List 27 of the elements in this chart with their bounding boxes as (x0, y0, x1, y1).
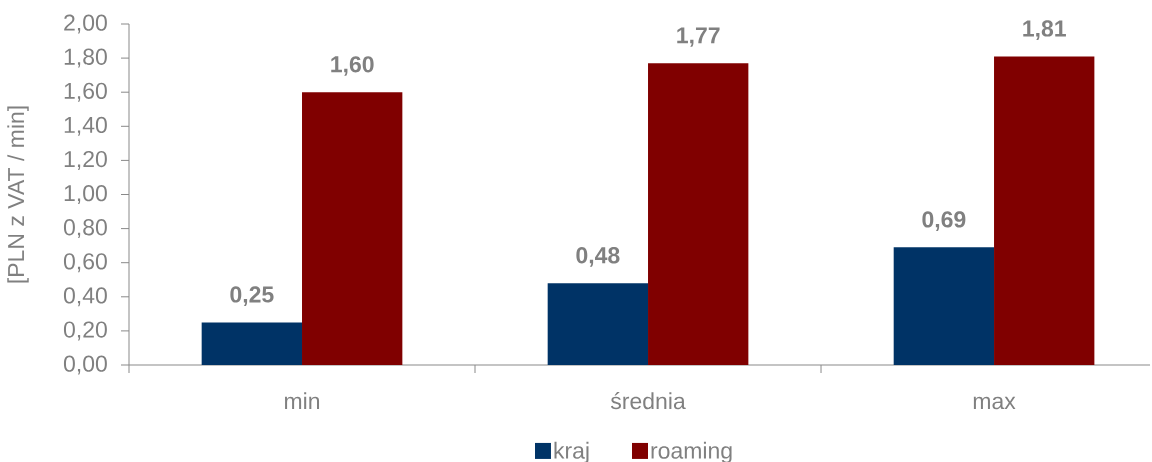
bar (893, 247, 995, 365)
y-tick-label: 2,00 (64, 14, 107, 34)
bar (648, 63, 749, 365)
y-tick-label: 0,80 (63, 219, 107, 239)
y-tick-label: 1,20 (64, 150, 107, 170)
y-tick-label: 1,40 (64, 116, 107, 136)
y-tick-label: 0,40 (63, 287, 107, 307)
data-label: 0,25 (230, 286, 274, 306)
y-tick-label: 0,00 (63, 355, 107, 375)
bar (547, 283, 649, 365)
y-axis-title: [PLN z VAT / min] (7, 106, 29, 283)
y-tick-label: 1,60 (64, 82, 107, 102)
x-tick-label: min (285, 392, 320, 409)
y-tick-label: 0,60 (63, 253, 107, 273)
data-label: 1,81 (1023, 20, 1066, 40)
data-label: 0,48 (576, 247, 620, 267)
y-tick-label: 1,00 (64, 185, 107, 204)
bar (994, 56, 1095, 365)
data-label: 1,77 (677, 27, 720, 47)
data-label: 1,60 (331, 56, 374, 76)
data-label: 0,69 (922, 211, 966, 231)
y-tick-label: 1,80 (64, 48, 107, 68)
x-tick-label: średnia (610, 392, 686, 410)
x-tick-label: max (973, 396, 1016, 410)
y-tick-label: 0,20 (63, 321, 107, 341)
bar (302, 92, 403, 365)
bar (201, 322, 303, 365)
